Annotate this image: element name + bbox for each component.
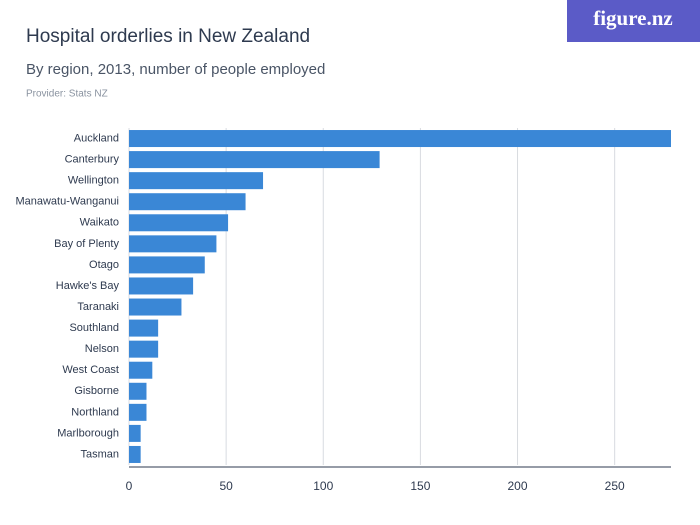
bar: [129, 172, 264, 190]
bar: [129, 361, 153, 379]
x-tick-label: 50: [219, 479, 233, 493]
x-tick-label: 100: [313, 479, 333, 493]
bar: [129, 151, 380, 169]
bar: [129, 319, 159, 337]
x-tick-label: 200: [508, 479, 528, 493]
category-label: Auckland: [74, 132, 119, 144]
category-label: Otago: [89, 259, 119, 271]
category-label: Northland: [71, 406, 119, 418]
category-label: West Coast: [62, 364, 119, 376]
brand-box: [567, 0, 700, 42]
bar: [129, 214, 229, 232]
chart-subtitle: By region, 2013, number of people employ…: [26, 61, 325, 78]
bar: [129, 256, 205, 274]
bar: [129, 193, 246, 211]
category-label: Taranaki: [77, 301, 119, 313]
chart-title: Hospital orderlies in New Zealand: [26, 26, 310, 47]
bar: [129, 445, 141, 463]
category-label: Marlborough: [57, 427, 119, 439]
bar: [129, 424, 141, 442]
brand: figure.nz: [593, 6, 673, 30]
x-tick-label: 0: [126, 479, 133, 493]
x-tick-label: 250: [605, 479, 625, 493]
category-label: Tasman: [80, 448, 119, 460]
category-label: Bay of Plenty: [54, 238, 119, 250]
x-tick-label: 150: [410, 479, 430, 493]
category-label: Hawke's Bay: [56, 280, 120, 292]
category-label: Nelson: [85, 343, 119, 355]
category-label: Southland: [69, 322, 119, 334]
bar: [129, 277, 194, 295]
category-label: Waikato: [80, 217, 119, 229]
bar: [129, 298, 182, 316]
bar: [129, 340, 159, 358]
category-label: Canterbury: [65, 154, 120, 166]
category-label: Manawatu-Wanganui: [15, 196, 119, 208]
category-label: Gisborne: [74, 385, 119, 397]
bar: [129, 235, 217, 253]
source: Provider: Stats NZ: [26, 89, 108, 100]
bar: [129, 130, 671, 148]
category-label: Wellington: [68, 175, 119, 187]
bar: [129, 382, 147, 400]
bar: [129, 403, 147, 421]
